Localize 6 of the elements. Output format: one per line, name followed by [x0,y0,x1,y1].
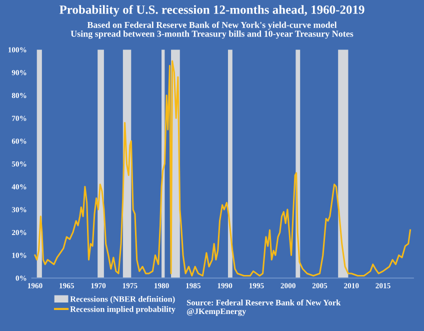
source-note: Source: Federal Reserve Bank of New York @JKempEnergy [186,299,341,316]
line-series [34,60,411,277]
legend-label: Recessions (NBER definition) [70,296,175,304]
chart-title: Probability of U.S. recession 12-months ahead, 1960-2019 [59,4,364,16]
chart-subtitle: Based on Federal Reserve Bank of New York's yield-curve model Using spread between 3-month Treasury bills and 10-year Treasury Notes [70,22,354,39]
legend-label: Recession implied probability [70,306,176,314]
